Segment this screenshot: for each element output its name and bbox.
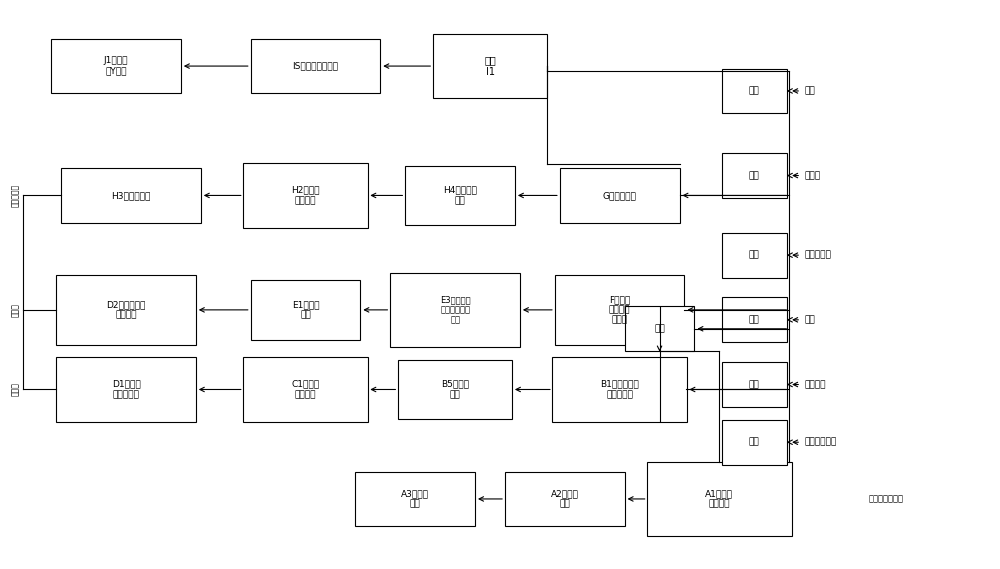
Text: 冲压: 冲压 — [804, 315, 815, 324]
Text: G。所需比例: G。所需比例 — [603, 191, 637, 200]
Bar — [251, 280, 360, 340]
Bar — [505, 472, 625, 526]
Text: 烧结対比: 烧结対比 — [804, 380, 826, 389]
Text: 平导件: 平导件 — [804, 171, 820, 180]
Text: C1。加工
制备模具: C1。加工 制备模具 — [291, 380, 320, 399]
Bar — [722, 68, 787, 113]
Text: 选择: 选择 — [749, 86, 760, 96]
Text: H4。混合、
成形: H4。混合、 成形 — [443, 185, 477, 205]
Text: 选择: 选择 — [749, 315, 760, 324]
Text: 选择: 选择 — [749, 250, 760, 259]
Text: 绿化容器层: 绿化容器层 — [804, 250, 831, 259]
Text: IS。冲压模具制作: IS。冲压模具制作 — [293, 61, 339, 71]
Text: 选择: 选择 — [654, 324, 665, 333]
Text: 小批量: 小批量 — [11, 303, 20, 317]
Bar — [390, 273, 520, 347]
Text: E1。制练
模具: E1。制练 模具 — [292, 300, 319, 320]
Text: 小批量: 小批量 — [11, 382, 20, 397]
Bar — [552, 357, 687, 422]
Bar — [647, 461, 792, 536]
Text: A3。配方
设定: A3。配方 设定 — [401, 489, 429, 509]
Text: B1。加工制备
防射线展示: B1。加工制备 防射线展示 — [600, 380, 639, 399]
Bar — [56, 275, 196, 345]
Text: 模具制造工艺: 模具制造工艺 — [804, 438, 836, 447]
Bar — [355, 472, 475, 526]
Text: 发展: 发展 — [804, 86, 815, 96]
Text: 导射线防护材料: 导射线防护材料 — [869, 494, 904, 504]
Text: H2。烧结
加工制作: H2。烧结 加工制作 — [291, 185, 320, 205]
Bar — [722, 298, 787, 342]
Text: H3。小量试产: H3。小量试产 — [111, 191, 151, 200]
Bar — [56, 357, 196, 422]
Bar — [625, 306, 694, 351]
Text: E3。配方、
配料、混合、
成形: E3。配方、 配料、混合、 成形 — [440, 295, 470, 325]
Bar — [243, 163, 368, 228]
Text: F。进行
加工制备
成形体: F。进行 加工制备 成形体 — [609, 295, 630, 325]
Bar — [722, 420, 787, 465]
Text: 展示制小批: 展示制小批 — [11, 184, 20, 207]
Text: D1。制备
各类比较样: D1。制备 各类比较样 — [112, 380, 140, 399]
Bar — [51, 39, 181, 93]
Bar — [560, 168, 680, 223]
Text: A1。收集
资料导入: A1。收集 资料导入 — [705, 489, 733, 509]
Text: J1。削切
成Y、形: J1。削切 成Y、形 — [104, 56, 128, 76]
Text: 选择: 选择 — [749, 438, 760, 447]
Text: 选择: 选择 — [749, 380, 760, 389]
Bar — [251, 39, 380, 93]
Bar — [722, 233, 787, 278]
Bar — [433, 34, 547, 98]
Bar — [243, 357, 368, 422]
Bar — [398, 360, 512, 419]
Text: D2。小量制备
试检模块: D2。小量制备 试检模块 — [106, 300, 146, 320]
Text: A2。配方
设定: A2。配方 设定 — [551, 489, 579, 509]
Text: 选择: 选择 — [749, 171, 760, 180]
Bar — [555, 275, 684, 345]
Bar — [405, 166, 515, 225]
Bar — [722, 153, 787, 198]
Bar — [722, 362, 787, 407]
Text: 注今
I1: 注今 I1 — [484, 55, 496, 77]
Bar — [61, 168, 201, 223]
Text: B5。配方
设定: B5。配方 设定 — [441, 380, 469, 399]
